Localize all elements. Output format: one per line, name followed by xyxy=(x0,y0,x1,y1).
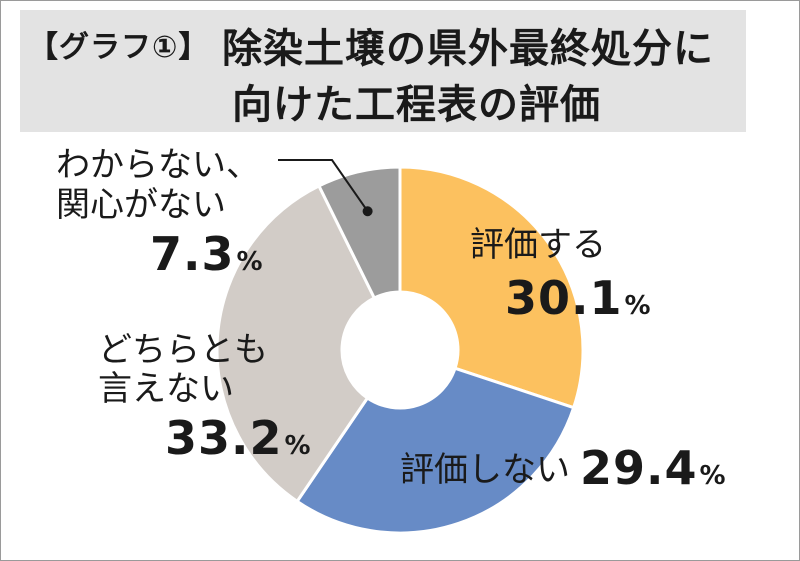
slice-label-wakaranai-line-2: 関心がない xyxy=(56,185,226,225)
slice-value-hyoka-suru: 30.1% xyxy=(505,271,652,325)
leader-line xyxy=(278,159,369,212)
slice-dochira xyxy=(215,183,377,504)
slice-value-dochira: 33.2% xyxy=(165,411,312,465)
slice-label-dochira-line-1: どちらとも xyxy=(98,330,268,370)
slice-label-hyoka-shinai: 評価しない xyxy=(400,450,570,490)
slice-label-dochira-line-2: 言えない xyxy=(98,369,234,409)
slice-hyoka-shinai xyxy=(295,366,576,535)
slice-value-hyoka-shinai: 29.4% xyxy=(580,441,727,495)
slice-label-hyoka-suru: 評価する xyxy=(470,225,606,265)
title-box xyxy=(20,10,746,132)
chart-title-line-1: 除染土壌の県外最終処分に xyxy=(222,26,714,72)
chart-title-line-2: 向けた工程表の評価 xyxy=(232,82,601,128)
slice-wakaranai xyxy=(316,165,402,301)
graph-number-tag: 【グラフ①】 xyxy=(28,30,210,65)
leader-dot xyxy=(362,206,373,217)
slice-hyoka-suru xyxy=(398,165,585,410)
slice-label-wakaranai-line-1: わからない、 xyxy=(56,145,260,185)
slice-value-wakaranai: 7.3% xyxy=(150,227,264,281)
